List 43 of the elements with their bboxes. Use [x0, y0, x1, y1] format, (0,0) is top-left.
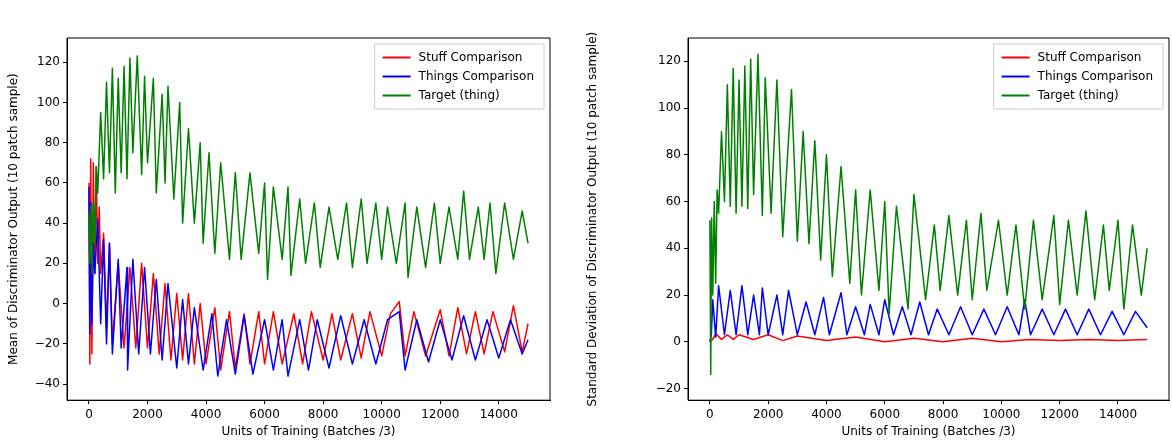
- y-tick-label: 60: [665, 193, 681, 208]
- x-tick-label: 4000: [190, 406, 222, 421]
- y-tick-label: 120: [658, 53, 681, 68]
- y-tick-label: 120: [37, 54, 60, 69]
- y-axis-title: Mean of Discriminator Output (10 patch sample): [6, 73, 21, 365]
- y-tick-label: 0: [52, 295, 60, 310]
- x-tick-label: 6000: [249, 406, 280, 421]
- x-tick-label: 4000: [811, 406, 842, 421]
- x-tick-label: 12000: [1040, 406, 1079, 421]
- y-tick-label: 20: [44, 255, 60, 270]
- y-tick-label: 20: [665, 287, 681, 302]
- x-tick-label: 10000: [362, 406, 401, 421]
- y-axis-title: Standard Deviation of Discriminator Output (10 patch sample): [585, 31, 600, 407]
- legend-label: Target (thing): [417, 87, 500, 102]
- legend-label: Stuff Comparison: [418, 49, 523, 64]
- x-tick-label: 14000: [1098, 406, 1138, 421]
- x-tick-label: 6000: [869, 406, 901, 421]
- legend-label: Things Comparison: [417, 68, 534, 83]
- x-tick-label: 0: [85, 406, 93, 421]
- x-tick-label: 0: [706, 406, 714, 421]
- x-tick-label: 10000: [982, 406, 1021, 421]
- legend-label: Target (thing): [1036, 87, 1119, 102]
- x-axis-title: Units of Training (Batches /3): [841, 423, 1016, 438]
- y-tick-label: 0: [673, 333, 681, 348]
- x-tick-label: 8000: [927, 406, 959, 421]
- y-tick-label: 80: [44, 134, 60, 149]
- y-tick-label: −40: [34, 376, 60, 391]
- y-tick-label: 40: [665, 240, 681, 255]
- x-tick-label: 14000: [479, 406, 518, 421]
- x-tick-label: 8000: [307, 406, 339, 421]
- x-tick-label: 2000: [752, 406, 784, 421]
- y-tick-label: −20: [655, 380, 681, 395]
- legend-label: Stuff Comparison: [1037, 49, 1142, 64]
- y-tick-label: 40: [44, 215, 60, 230]
- y-tick-label: 100: [37, 94, 60, 109]
- x-tick-label: 12000: [421, 406, 460, 421]
- y-tick-label: 60: [44, 175, 60, 190]
- x-axis-title: Units of Training (Batches /3): [221, 423, 396, 438]
- legend-label: Things Comparison: [1036, 68, 1153, 83]
- x-tick-label: 2000: [132, 406, 163, 421]
- y-tick-label: 80: [665, 146, 681, 161]
- y-tick-label: −20: [34, 335, 60, 350]
- y-tick-label: 100: [658, 100, 681, 115]
